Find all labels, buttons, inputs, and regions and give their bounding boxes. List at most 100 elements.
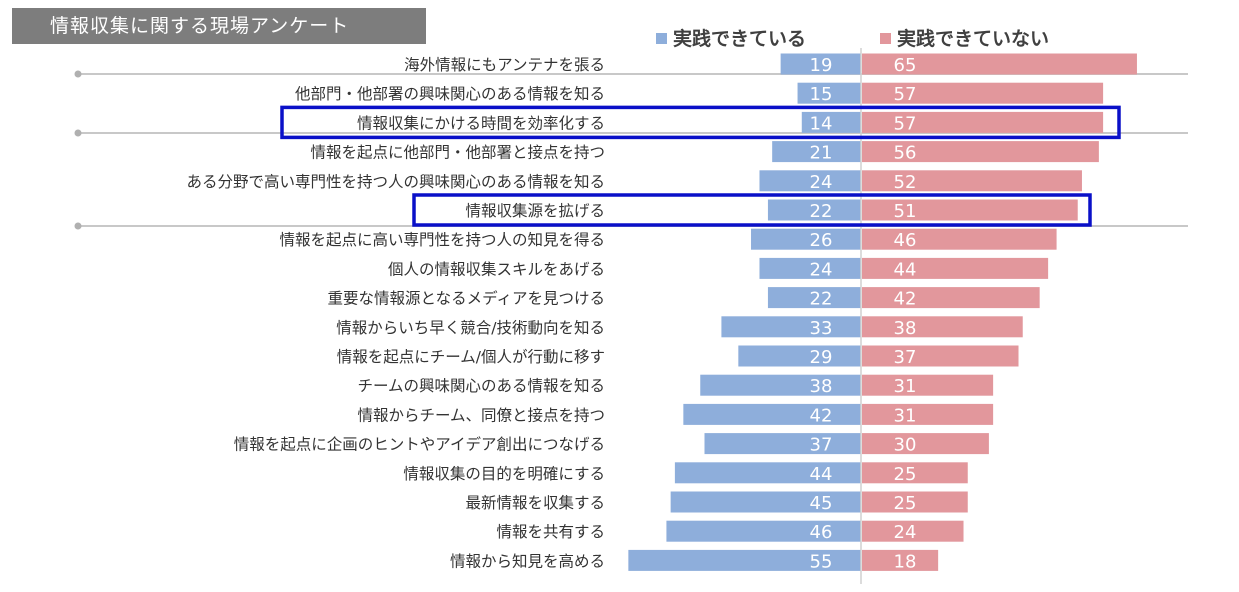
category-label: 重要な情報源となるメディアを見つける	[328, 289, 605, 308]
bar-not-practiced	[862, 199, 1078, 221]
bar-practiced	[767, 199, 861, 221]
bar-practiced	[628, 549, 861, 571]
bar-not-practiced	[862, 462, 968, 484]
value-label-not-practiced: 44	[894, 259, 917, 280]
legend-label-not-practiced: 実践できていない	[897, 28, 1050, 50]
bar-practiced	[683, 403, 861, 425]
value-label-practiced: 22	[810, 289, 833, 310]
bar-not-practiced	[862, 374, 994, 396]
legend-swatch-not-practiced	[880, 33, 891, 44]
category-label: 他部門・他部署の興味関心のある情報を知る	[295, 85, 605, 103]
value-label-not-practiced: 52	[894, 172, 917, 193]
bar-practiced	[670, 491, 861, 513]
value-label-practiced: 44	[810, 464, 833, 485]
value-label-practiced: 14	[810, 113, 833, 134]
category-label: 情報からいち早く競合/技術動向を知る	[336, 319, 605, 337]
bar-practiced	[759, 170, 861, 192]
bar-not-practiced	[862, 82, 1104, 104]
category-label: ある分野で高い専門性を持つ人の興味関心のある情報を知る	[186, 173, 605, 191]
value-label-practiced: 22	[810, 201, 833, 222]
value-label-practiced: 21	[810, 143, 833, 164]
bar-not-practiced	[862, 228, 1057, 250]
bar-practiced	[674, 462, 861, 484]
value-label-not-practiced: 57	[894, 84, 917, 105]
highlight-box	[412, 193, 1092, 227]
value-label-practiced: 26	[810, 230, 833, 251]
value-label-practiced: 24	[810, 259, 833, 280]
bar-practiced	[767, 287, 861, 309]
bar-not-practiced	[862, 141, 1099, 163]
category-label: 個人の情報収集スキルをあげる	[388, 260, 605, 278]
bar-not-practiced	[862, 491, 968, 513]
value-label-not-practiced: 25	[894, 493, 917, 514]
bar-not-practiced	[862, 345, 1019, 367]
value-label-not-practiced: 25	[894, 464, 917, 485]
legend-label-practiced: 実践できている	[673, 28, 807, 50]
value-label-practiced: 24	[810, 172, 833, 193]
bar-not-practiced	[862, 257, 1049, 279]
chart-title: 情報収集に関する現場アンケート	[12, 8, 426, 44]
legend-practiced: 実践できている	[656, 26, 806, 52]
value-label-practiced: 15	[810, 84, 833, 105]
bar-practiced	[759, 257, 861, 279]
category-label: 最新情報を収集する	[465, 494, 605, 512]
value-label-not-practiced: 51	[894, 201, 917, 222]
value-label-not-practiced: 30	[894, 435, 917, 456]
bar-not-practiced	[862, 403, 994, 425]
value-label-not-practiced: 31	[894, 405, 917, 426]
bar-not-practiced	[862, 520, 964, 542]
bar-not-practiced	[862, 316, 1023, 338]
highlight-box	[280, 105, 1121, 140]
bar-not-practiced	[862, 433, 989, 455]
category-label: チームの興味関心のある情報を知る	[357, 377, 605, 395]
bar-practiced	[780, 53, 861, 75]
divider-dot	[74, 70, 82, 78]
bar-practiced	[772, 141, 861, 163]
value-label-not-practiced: 37	[894, 347, 917, 368]
value-label-practiced: 42	[810, 405, 833, 426]
category-label: 情報を起点に高い専門性を持つ人の知見を得る	[279, 231, 605, 249]
value-label-practiced: 38	[810, 376, 833, 397]
legend-not-practiced: 実践できていない	[880, 26, 1049, 52]
value-label-practiced: 45	[810, 493, 833, 514]
category-label: 情報を起点に他部門・他部署と接点を持つ	[310, 144, 605, 162]
value-label-practiced: 46	[810, 522, 833, 543]
category-label: 情報収集の目的を明確にする	[403, 465, 605, 483]
bar-practiced	[751, 228, 861, 250]
value-label-practiced: 37	[810, 435, 833, 456]
bar-practiced	[704, 433, 861, 455]
divider-dot	[74, 222, 82, 230]
value-label-practiced: 55	[810, 551, 833, 572]
value-label-not-practiced: 42	[894, 289, 917, 310]
bar-not-practiced	[862, 111, 1104, 133]
value-label-not-practiced: 56	[894, 143, 917, 164]
value-label-not-practiced: 31	[894, 376, 917, 397]
bar-practiced	[797, 82, 861, 104]
value-label-not-practiced: 57	[894, 113, 917, 134]
category-label: 情報を共有する	[496, 523, 605, 541]
value-label-not-practiced: 18	[894, 551, 917, 572]
bar-not-practiced	[862, 287, 1040, 309]
value-label-not-practiced: 38	[894, 318, 917, 339]
value-label-practiced: 33	[810, 318, 833, 339]
value-label-not-practiced: 65	[894, 55, 917, 76]
divider-dot	[74, 129, 82, 137]
bar-practiced	[801, 111, 861, 133]
category-label: 情報収集にかける時間を効率化する	[357, 114, 605, 132]
value-label-not-practiced: 46	[894, 230, 917, 251]
value-label-practiced: 29	[810, 347, 833, 368]
category-label: 情報を起点に企画のヒントやアイデア創出につなげる	[234, 435, 605, 454]
bar-not-practiced	[862, 549, 939, 571]
legend-swatch-practiced	[656, 33, 667, 44]
category-label: 情報から知見を高める	[450, 552, 605, 570]
value-label-not-practiced: 24	[894, 522, 917, 543]
category-label: 情報からチーム、同僚と接点を持つ	[357, 406, 605, 424]
bar-not-practiced	[862, 53, 1137, 75]
bar-practiced	[666, 520, 861, 542]
value-label-practiced: 19	[810, 55, 833, 76]
category-label: 海外情報にもアンテナを張る	[404, 56, 605, 74]
category-label: 情報収集源を拡げる	[465, 202, 605, 220]
bar-not-practiced	[862, 170, 1082, 192]
